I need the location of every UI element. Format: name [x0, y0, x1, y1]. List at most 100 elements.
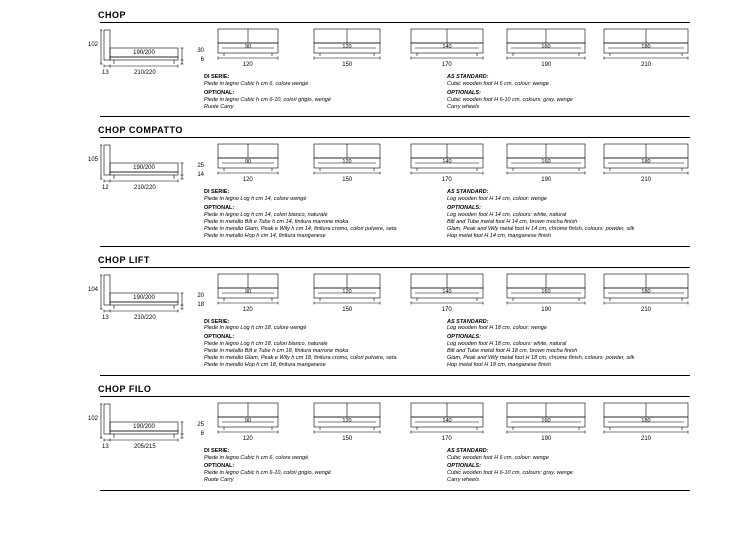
desc-line: Log wooden foot H 18 cm, colour: wenge: [447, 325, 682, 332]
front-width-label: 170: [442, 307, 452, 313]
dim-foot: 14: [197, 172, 204, 178]
front-diagrams: 90 120 120 150: [204, 27, 690, 68]
svg-text:160: 160: [542, 44, 551, 50]
side-diagram: 105 190/200: [100, 143, 190, 183]
front-width-label: 150: [342, 307, 352, 313]
section-title: CHOP FILO: [98, 384, 690, 394]
front-width-label: 150: [342, 62, 352, 68]
dim-width: 205/215: [134, 444, 156, 450]
svg-text:160: 160: [542, 289, 551, 295]
front-diagram: 140 170: [403, 401, 491, 442]
svg-text:190/200: 190/200: [133, 165, 155, 171]
dim-back: 25: [197, 163, 204, 169]
front-diagram: 160 190: [503, 27, 591, 68]
svg-text:90: 90: [245, 159, 251, 165]
dim-footw: 13: [102, 315, 109, 321]
desc-line: Glam, Peak and Wily metal foot H 14 cm, …: [447, 226, 682, 233]
desc-line: Log wooden foot H 14 cm, colour: wenge: [447, 196, 682, 203]
divider: [100, 246, 690, 247]
svg-text:160: 160: [542, 418, 551, 424]
desc-heading: DI SERIE:: [204, 319, 439, 326]
svg-text:140: 140: [442, 418, 451, 424]
section-title: CHOP: [98, 10, 690, 20]
front-width-label: 170: [442, 177, 452, 183]
desc-line: Cubic wooden foot H 6-10 cm, colours: gr…: [447, 97, 682, 104]
desc-heading: DI SERIE:: [204, 189, 439, 196]
dim-foot: 6: [201, 431, 204, 437]
divider: [100, 375, 690, 376]
front-width-label: 150: [342, 177, 352, 183]
desc-line: Piede in metallo Bilt e Tube h cm 14, fi…: [204, 219, 439, 226]
side-diagram: 102 190/200: [100, 402, 190, 442]
divider: [100, 396, 690, 397]
front-width-label: 170: [442, 62, 452, 68]
front-diagram: 120 150: [304, 272, 392, 313]
front-width-label: 190: [541, 436, 551, 442]
desc-line: Piede in metallo Glam, Peak e Wily h cm …: [204, 355, 439, 362]
side-diagram: 104 190/200: [100, 273, 190, 313]
desc-line: Bilt and Tube metal foot H 14 cm, brown …: [447, 219, 682, 226]
desc-line: Log wooden foot H 18 cm, colours: white,…: [447, 341, 682, 348]
desc-line: Cubic wooden foot H 6 cm, colour: wenge: [447, 455, 682, 462]
front-width-label: 150: [342, 436, 352, 442]
front-width-label: 210: [641, 436, 651, 442]
desc-line: Hop metal foot H 18 cm, manganese finish: [447, 362, 682, 369]
svg-text:120: 120: [343, 159, 352, 165]
front-diagram: 180 210: [602, 401, 690, 442]
divider: [100, 22, 690, 23]
desc-line: Cubic wooden foot H 6-10 cm, colours: gr…: [447, 470, 682, 477]
front-diagram: 90 120: [204, 401, 292, 442]
front-diagram: 90 120: [204, 27, 292, 68]
desc-heading: OPTIONAL:: [204, 205, 439, 212]
front-width-label: 210: [641, 307, 651, 313]
front-width-label: 120: [243, 177, 253, 183]
svg-text:180: 180: [641, 159, 650, 165]
svg-text:90: 90: [245, 289, 251, 295]
front-diagram: 160 190: [503, 401, 591, 442]
dim-back: 20: [197, 293, 204, 299]
dim-height: 104: [88, 287, 98, 293]
desc-heading: AS STANDARD:: [447, 319, 682, 326]
desc-line: Carry wheels: [447, 104, 682, 111]
desc-italian: DI SERIE:Piede in legno Cubic h cm 6, co…: [204, 446, 447, 484]
desc-line: Piede in legno Log h cm 14, colori bianc…: [204, 212, 439, 219]
desc-line: Piede in metallo Hop h cm 14, finitura m…: [204, 233, 439, 240]
svg-text:190/200: 190/200: [133, 424, 155, 430]
desc-italian: DI SERIE:Piede in legno Log h cm 14, col…: [204, 187, 447, 239]
divider: [100, 490, 690, 491]
front-diagram: 140 170: [403, 142, 491, 183]
spec-section: CHOP COMPATTO 105: [100, 125, 690, 246]
desc-line: Piede in legno Log h cm 18, colori bianc…: [204, 341, 439, 348]
desc-heading: OPTIONAL:: [204, 90, 439, 97]
dim-width: 210/220: [134, 185, 156, 191]
desc-heading: AS STANDARD:: [447, 448, 682, 455]
desc-heading: AS STANDARD:: [447, 189, 682, 196]
desc-line: Piede in legno Log h cm 18, colore wengé: [204, 325, 439, 332]
front-width-label: 170: [442, 436, 452, 442]
front-diagrams: 90 120 120 150: [204, 142, 690, 183]
front-width-label: 210: [641, 62, 651, 68]
dim-foot: 6: [201, 57, 204, 63]
desc-heading: OPTIONALS:: [447, 90, 682, 97]
divider: [100, 137, 690, 138]
svg-text:140: 140: [442, 44, 451, 50]
desc-italian: DI SERIE:Piede in legno Log h cm 18, col…: [204, 317, 447, 369]
desc-line: Piede in metallo Bilt e Tube h cm 18, fi…: [204, 348, 439, 355]
front-width-label: 120: [243, 436, 253, 442]
desc-line: Piede in legno Log h cm 14, colore wengé: [204, 196, 439, 203]
desc-english: AS STANDARD:Cubic wooden foot H 6 cm, co…: [447, 72, 690, 110]
svg-text:180: 180: [641, 289, 650, 295]
spec-section: CHOP FILO 102: [100, 384, 690, 491]
front-width-label: 120: [243, 307, 253, 313]
desc-line: Piede in legno Cubic h cm 6, colore weng…: [204, 81, 439, 88]
desc-line: Bilt and Tube metal foot H 18 cm, brown …: [447, 348, 682, 355]
front-width-label: 190: [541, 307, 551, 313]
dim-width: 210/220: [134, 70, 156, 76]
spec-section: CHOP LIFT 104: [100, 255, 690, 376]
dim-foot: 18: [197, 302, 204, 308]
svg-text:190/200: 190/200: [133, 50, 155, 56]
dim-footw: 13: [102, 70, 109, 76]
side-diagram: 102 190/200: [100, 28, 190, 68]
front-width-label: 190: [541, 62, 551, 68]
desc-line: Ruote Carry: [204, 104, 439, 111]
